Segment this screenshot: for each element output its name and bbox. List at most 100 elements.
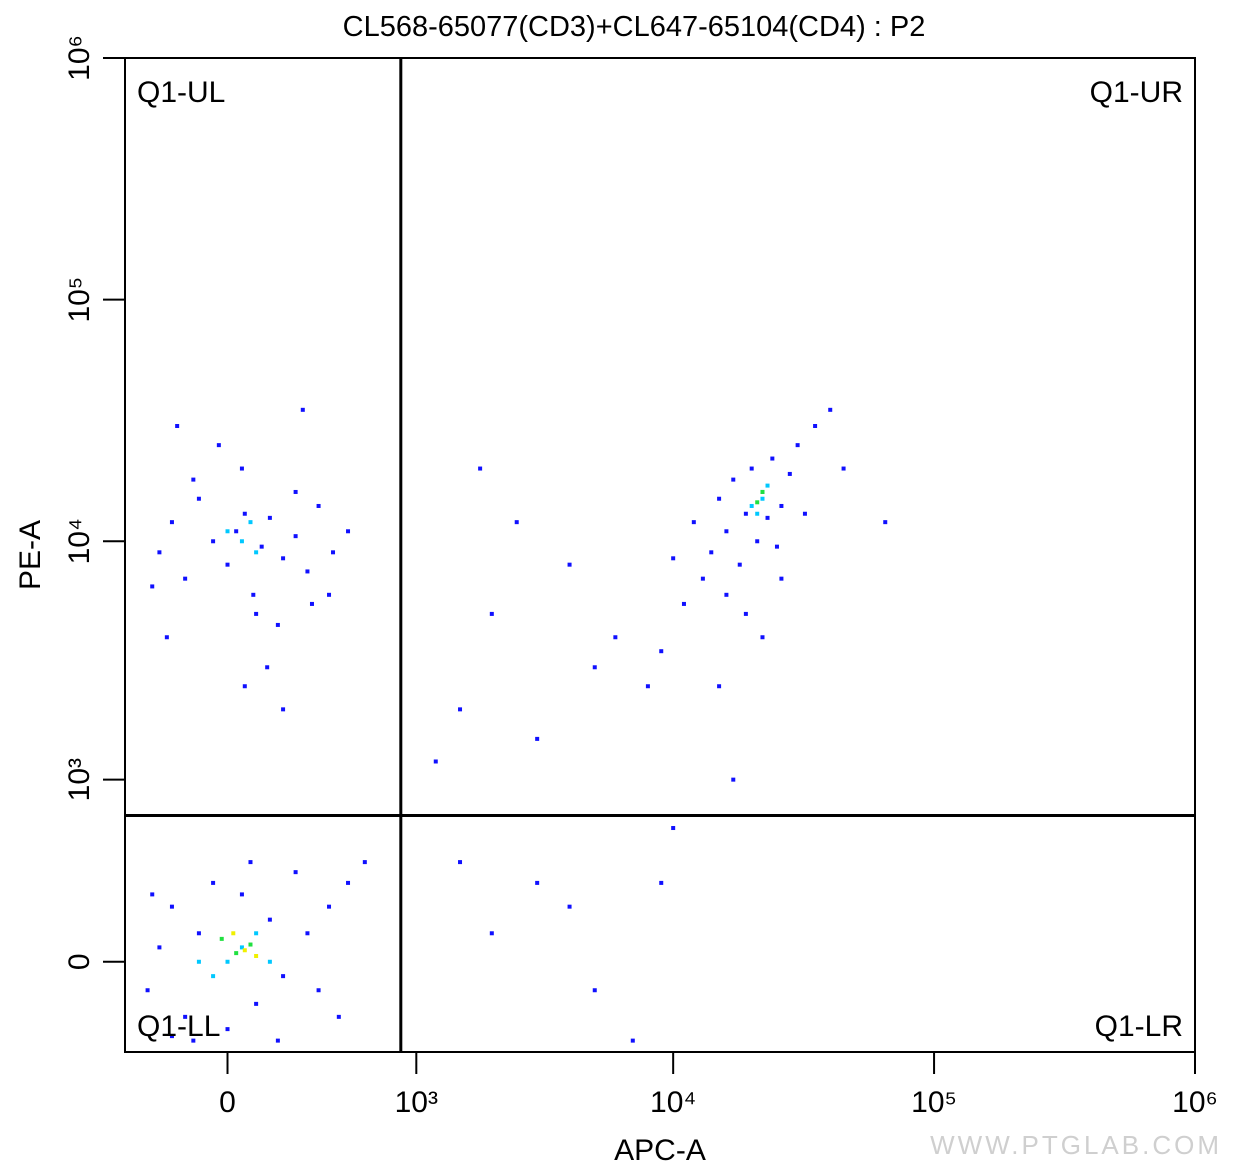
x-axis-label: APC-A: [614, 1134, 706, 1167]
point: [478, 466, 483, 471]
watermark: WWW.PTGLAB.COM: [930, 1130, 1222, 1160]
point: [239, 539, 244, 544]
point: [157, 550, 162, 555]
quadrant-label: Q1-UL: [137, 76, 225, 109]
point: [671, 826, 676, 831]
point: [760, 489, 765, 494]
point: [211, 880, 216, 885]
x-tick-label: 10⁴: [650, 1086, 696, 1119]
point: [681, 601, 686, 606]
point: [787, 471, 792, 476]
point: [293, 489, 298, 494]
point: [145, 988, 150, 993]
point: [164, 635, 169, 640]
point: [458, 707, 463, 712]
point: [489, 611, 494, 616]
quadrant-label: Q1-LL: [137, 1010, 220, 1043]
point: [731, 777, 736, 782]
point: [169, 520, 174, 525]
point: [731, 477, 736, 482]
point: [248, 942, 253, 947]
point: [743, 511, 748, 516]
point: [346, 880, 351, 885]
point: [293, 534, 298, 539]
point: [169, 904, 174, 909]
point: [770, 456, 775, 461]
point: [281, 974, 286, 979]
point: [234, 529, 239, 534]
point: [760, 635, 765, 640]
point: [239, 945, 244, 950]
point: [254, 931, 259, 936]
point: [275, 1038, 280, 1043]
y-tick-label: 10³: [63, 758, 96, 801]
point: [150, 892, 155, 897]
point: [231, 931, 236, 936]
point: [242, 684, 247, 689]
point: [724, 529, 729, 534]
point: [755, 500, 760, 505]
y-tick-label: 10⁵: [63, 277, 96, 323]
point: [309, 601, 314, 606]
point: [242, 511, 247, 516]
point: [239, 892, 244, 897]
point: [248, 520, 253, 525]
point: [749, 503, 754, 508]
point: [743, 611, 748, 616]
point: [259, 544, 264, 549]
point: [191, 1038, 196, 1043]
plot-frame: [124, 57, 1196, 1053]
point: [305, 569, 310, 574]
x-tick-label: 10⁵: [911, 1086, 957, 1119]
y-tick-label: 10⁶: [63, 35, 96, 81]
x-tick-label: 10³: [395, 1086, 438, 1119]
point: [300, 407, 305, 412]
point: [254, 611, 259, 616]
y-tick-label: 0: [63, 953, 96, 970]
point: [150, 584, 155, 589]
y-axis-label: PE-A: [14, 520, 47, 590]
point: [211, 539, 216, 544]
point: [281, 707, 286, 712]
point: [691, 520, 696, 525]
point: [346, 529, 351, 534]
point: [802, 511, 807, 516]
point: [724, 592, 729, 597]
point: [613, 635, 618, 640]
point: [196, 496, 201, 501]
point: [567, 562, 572, 567]
point: [717, 684, 722, 689]
point: [749, 466, 754, 471]
point: [196, 931, 201, 936]
x-tick-label: 10⁶: [1172, 1086, 1218, 1119]
point: [316, 988, 321, 993]
quadrant-label: Q1-UR: [1090, 76, 1183, 109]
point: [183, 1014, 188, 1019]
point: [760, 496, 765, 501]
point: [828, 407, 833, 412]
point: [755, 511, 760, 516]
point: [234, 951, 239, 956]
point: [779, 576, 784, 581]
point: [592, 665, 597, 670]
point: [267, 515, 272, 520]
point: [242, 948, 247, 953]
point: [645, 684, 650, 689]
point: [813, 424, 818, 429]
point: [755, 539, 760, 544]
point: [765, 483, 770, 488]
point: [765, 515, 770, 520]
point: [225, 562, 230, 567]
point: [275, 622, 280, 627]
point: [219, 936, 224, 941]
point: [191, 477, 196, 482]
point: [254, 953, 259, 958]
point: [489, 931, 494, 936]
point: [248, 860, 253, 865]
point: [336, 1014, 341, 1019]
point: [211, 974, 216, 979]
point: [225, 959, 230, 964]
chart-title: CL568-65077(CD3)+CL647-65104(CD4) : P2: [343, 11, 926, 43]
point: [514, 520, 519, 525]
